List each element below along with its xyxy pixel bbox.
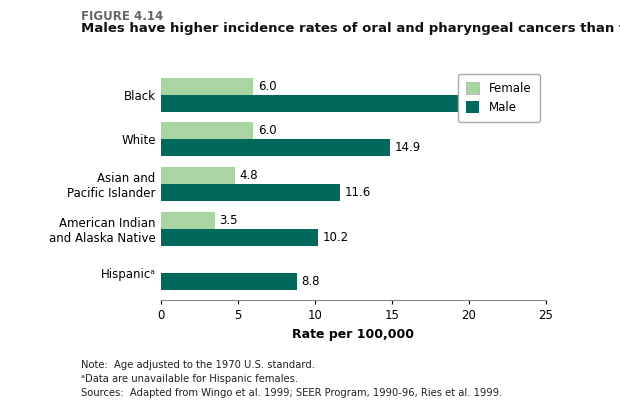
Bar (161, 95, 481, 112)
Text: 11.6: 11.6 (344, 186, 370, 199)
Text: FIGURE 4.14: FIGURE 4.14 (81, 10, 163, 23)
Text: Males have higher incidence rates of oral and pharyngeal cancers than females: Males have higher incidence rates of ora… (81, 22, 620, 35)
Text: Sources:  Adapted from Wingo et al. 1999; SEER Program, 1990-96, Ries et al. 199: Sources: Adapted from Wingo et al. 1999;… (81, 388, 502, 398)
Bar (161, 229, 318, 246)
Bar (161, 167, 235, 184)
Text: 6.0: 6.0 (258, 124, 277, 138)
Text: 6.0: 6.0 (258, 80, 277, 93)
X-axis label: Rate per 100,000: Rate per 100,000 (293, 328, 414, 340)
Text: 4.8: 4.8 (239, 169, 259, 182)
Bar (161, 212, 215, 229)
Bar (161, 122, 254, 139)
Bar (161, 273, 296, 290)
Bar (161, 139, 391, 156)
Text: 8.8: 8.8 (301, 275, 320, 288)
Text: 20.8: 20.8 (485, 97, 512, 110)
Text: 10.2: 10.2 (322, 230, 349, 244)
Text: 14.9: 14.9 (395, 141, 421, 154)
Bar (161, 78, 254, 95)
Legend: Female, Male: Female, Male (458, 74, 539, 122)
Bar (161, 184, 340, 201)
Text: Note:  Age adjusted to the 1970 U.S. standard.: Note: Age adjusted to the 1970 U.S. stan… (81, 360, 314, 370)
Text: 3.5: 3.5 (219, 214, 238, 227)
Text: ᵃData are unavailable for Hispanic females.: ᵃData are unavailable for Hispanic femal… (81, 374, 298, 384)
